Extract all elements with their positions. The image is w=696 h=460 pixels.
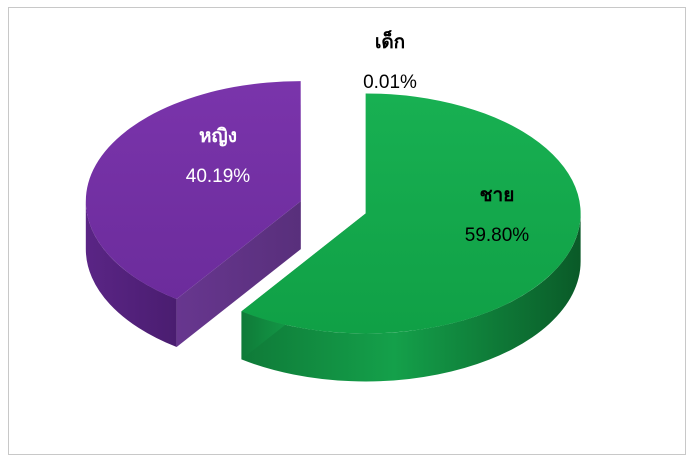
label-child-name: เด็ก	[375, 29, 405, 53]
slice-female	[85, 81, 301, 300]
label-female-name: หญิง	[199, 125, 237, 147]
label-child-value: 0.01%	[363, 72, 417, 93]
label-male-value: 59.80%	[465, 225, 530, 246]
label-female-value: 40.19%	[186, 166, 251, 187]
label-male-name: ชาย	[480, 184, 515, 206]
slice-male	[241, 93, 581, 334]
